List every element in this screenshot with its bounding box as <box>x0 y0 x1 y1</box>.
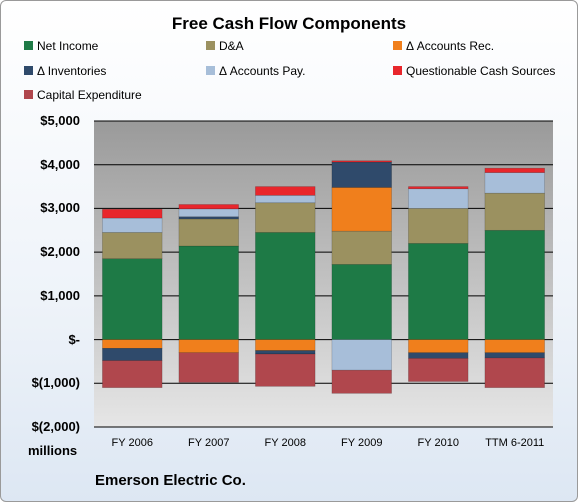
bar-segment <box>255 350 316 355</box>
bar-segment <box>408 186 469 190</box>
bar-segment <box>102 209 163 219</box>
legend-swatch <box>24 90 33 100</box>
bar-segment <box>331 230 392 265</box>
legend-label: Δ Accounts Pay. <box>219 64 306 78</box>
legend-item: Questionable Cash Sources <box>393 64 555 78</box>
y-tick-label: $5,000 <box>40 113 80 128</box>
bar-segment <box>484 172 545 194</box>
y-tick-label: $2,000 <box>40 244 80 260</box>
x-tick-label: TTM 6-2011 <box>485 437 545 449</box>
bar-segment <box>102 258 163 340</box>
y-tick-label: $4,000 <box>40 156 80 172</box>
legend-item: Δ Accounts Rec. <box>393 39 494 53</box>
x-tick-label: FY 2007 <box>188 437 230 449</box>
bar-segment <box>408 352 469 359</box>
legend-label: Δ Inventories <box>37 64 107 78</box>
legend-label: Δ Accounts Rec. <box>406 39 495 53</box>
bar-segment <box>408 339 469 353</box>
legend-label: Questionable Cash Sources <box>406 64 556 78</box>
bar-segment <box>255 186 316 196</box>
bar-segment <box>102 232 163 260</box>
bar-segment <box>255 202 316 233</box>
y-tick-label: $(1,000) <box>31 375 80 391</box>
bar-segment <box>484 192 545 231</box>
bar-segment <box>331 160 392 163</box>
legend-item: Net Income <box>24 39 98 53</box>
bar-segment <box>178 204 239 210</box>
legend: Net Income D&A Δ Accounts Rec. Δ Inventorie… <box>0 0 578 110</box>
legend-item: Δ Accounts Pay. <box>206 64 306 78</box>
legend-label: Net Income <box>37 39 99 53</box>
bar-segment <box>331 369 392 394</box>
bar-segment <box>408 358 469 382</box>
bar-segment <box>408 208 469 244</box>
bar-segment <box>102 360 163 388</box>
bar-segment <box>484 339 545 353</box>
bar-segment <box>484 352 545 359</box>
legend-label: D&A <box>219 39 244 53</box>
x-tick-label: FY 2006 <box>111 437 153 449</box>
chart-title: Free Cash Flow Components <box>171 14 407 33</box>
plot-background <box>94 121 553 427</box>
bar-segment <box>331 161 392 188</box>
x-tick-label: FY 2009 <box>341 437 383 449</box>
bar-segment <box>255 195 316 204</box>
bar-segment <box>178 352 239 383</box>
units-label: millions <box>28 443 78 458</box>
bar-segment <box>102 339 163 349</box>
y-tick-label: $1,000 <box>40 287 80 303</box>
legend-swatch <box>393 66 402 76</box>
bar-segment <box>102 348 163 361</box>
bar-segment <box>255 232 316 340</box>
y-tick-label: $- <box>68 331 80 347</box>
bar-segment <box>178 245 239 340</box>
bar-segment <box>408 188 469 209</box>
y-tick-label: $3,000 <box>40 200 80 216</box>
legend-item: Capital Expenditure <box>24 88 142 102</box>
bar-segment <box>178 208 239 218</box>
bar-segment <box>102 217 163 233</box>
legend-swatch <box>206 41 215 51</box>
bar-segment <box>255 353 316 387</box>
bar-segment <box>331 339 392 371</box>
legend-swatch <box>24 41 33 51</box>
y-tick-label: $(2,000) <box>31 419 80 434</box>
bar-segment <box>178 216 239 220</box>
bar-segment <box>408 243 469 340</box>
bar-segment <box>331 187 392 232</box>
bar-segment <box>484 229 545 340</box>
bar-segment <box>331 264 392 340</box>
company-name: Emerson Electric Co. <box>95 472 246 489</box>
bar-segment <box>484 357 545 388</box>
legend-item: Δ Inventories <box>24 64 106 78</box>
bar-segment <box>484 167 545 173</box>
legend-swatch <box>206 66 215 76</box>
legend-label: Capital Expenditure <box>37 88 142 102</box>
x-tick-label: FY 2008 <box>264 437 306 449</box>
x-tick-label: FY 2010 <box>417 437 459 449</box>
legend-swatch <box>24 66 33 76</box>
bar-segment <box>178 218 239 247</box>
bar-segment <box>255 339 316 351</box>
legend-swatch <box>393 41 402 51</box>
bar-segment <box>178 339 239 353</box>
legend-item: D&A <box>206 39 244 53</box>
